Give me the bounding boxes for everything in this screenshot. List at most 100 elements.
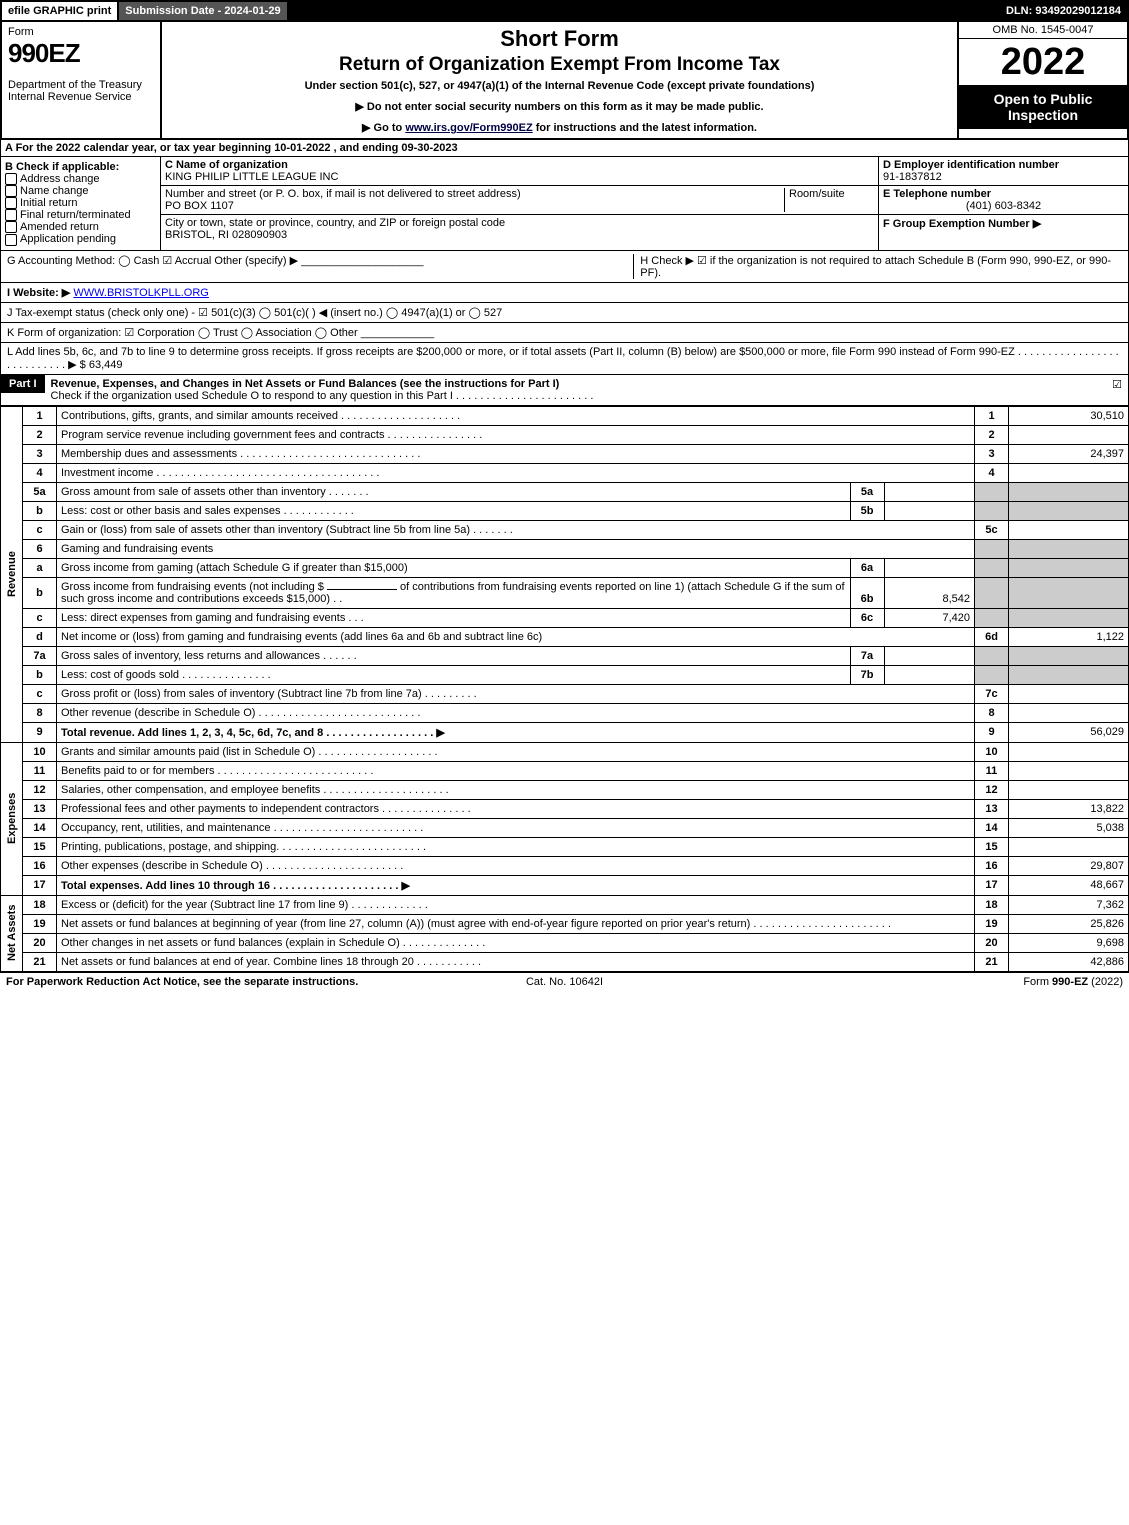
expenses-label: Expenses — [1, 742, 23, 895]
line-19-val: 25,826 — [1009, 914, 1129, 933]
line-10-text: Grants and similar amounts paid (list in… — [57, 742, 975, 761]
line-2-val — [1009, 425, 1129, 444]
line-5b: b Less: cost or other basis and sales ex… — [1, 501, 1129, 520]
l-val: 63,449 — [89, 359, 123, 371]
form-title-1: Short Form — [170, 26, 949, 52]
line-16: 16Other expenses (describe in Schedule O… — [1, 856, 1129, 875]
section-k: K Form of organization: ☑ Corporation ◯ … — [0, 323, 1129, 343]
line-21-num: 21 — [975, 952, 1009, 971]
line-17: 17Total expenses. Add lines 10 through 1… — [1, 875, 1129, 895]
line-14-num: 14 — [975, 818, 1009, 837]
lines-table: Revenue 1 Contributions, gifts, grants, … — [0, 406, 1129, 972]
chk-initial-return[interactable] — [5, 197, 17, 209]
section-g: G Accounting Method: ◯ Cash ☑ Accrual Ot… — [7, 254, 633, 279]
line-11-val — [1009, 761, 1129, 780]
line-5a-outer-val — [1009, 482, 1129, 501]
line-7a-val — [884, 647, 974, 665]
line-3-val: 24,397 — [1009, 444, 1129, 463]
line-1-val: 30,510 — [1009, 406, 1129, 425]
d-val: 91-1837812 — [883, 171, 942, 183]
part-i-check-lbl: Check if the organization used Schedule … — [51, 390, 594, 402]
line-11-num: 11 — [975, 761, 1009, 780]
line-7a: 7a Gross sales of inventory, less return… — [1, 646, 1129, 665]
opt-initial-return: Initial return — [20, 197, 77, 209]
chk-application-pending[interactable] — [5, 234, 17, 246]
line-6c: c Less: direct expenses from gaming and … — [1, 608, 1129, 627]
website-link[interactable]: WWW.BRISTOLKPLL.ORG — [73, 287, 209, 299]
line-7b-text: Less: cost of goods sold . . . . . . . .… — [57, 666, 850, 684]
line-5a-num: 5a — [850, 483, 884, 501]
line-4-val — [1009, 463, 1129, 482]
c-street-lbl: Number and street (or P. O. box, if mail… — [165, 188, 521, 200]
e-val: (401) 603-8342 — [883, 200, 1124, 212]
revenue-label: Revenue — [1, 406, 23, 742]
open-public-badge: Open to Public Inspection — [959, 85, 1127, 129]
line-1: Revenue 1 Contributions, gifts, grants, … — [1, 406, 1129, 425]
line-5c-val — [1009, 520, 1129, 539]
topbar-spacer — [289, 2, 998, 20]
line-1-num: 1 — [975, 406, 1009, 425]
section-i: I Website: ▶ WWW.BRISTOLKPLL.ORG — [0, 283, 1129, 303]
line-7c: cGross profit or (loss) from sales of in… — [1, 684, 1129, 703]
line-6a: a Gross income from gaming (attach Sched… — [1, 558, 1129, 577]
line-12-text: Salaries, other compensation, and employ… — [57, 780, 975, 799]
line-8-num: 8 — [975, 703, 1009, 722]
line-10-num: 10 — [975, 742, 1009, 761]
line-9-val: 56,029 — [1009, 722, 1129, 742]
form-word: Form — [8, 26, 154, 38]
chk-name-change[interactable] — [5, 185, 17, 197]
line-5c-text: Gain or (loss) from sale of assets other… — [57, 520, 975, 539]
line-6a-val — [884, 559, 974, 577]
opt-final-return: Final return/terminated — [20, 209, 131, 221]
line-15-num: 15 — [975, 837, 1009, 856]
opt-application-pending: Application pending — [20, 233, 116, 245]
line-4: 4Investment income . . . . . . . . . . .… — [1, 463, 1129, 482]
c-room-lbl: Room/suite — [789, 188, 845, 200]
line-6d-num: 6d — [975, 627, 1009, 646]
line-5c-num: 5c — [975, 520, 1009, 539]
line-13-num: 13 — [975, 799, 1009, 818]
line-18: Net Assets 18Excess or (deficit) for the… — [1, 895, 1129, 914]
c-city: BRISTOL, RI 028090903 — [165, 229, 287, 241]
line-14: 14Occupancy, rent, utilities, and mainte… — [1, 818, 1129, 837]
line-12-num: 12 — [975, 780, 1009, 799]
irs-link[interactable]: www.irs.gov/Form990EZ — [405, 122, 532, 134]
section-a: A For the 2022 calendar year, or tax yea… — [0, 140, 1129, 157]
line-13-text: Professional fees and other payments to … — [57, 799, 975, 818]
section-def: D Employer identification number 91-1837… — [878, 157, 1128, 250]
section-l: L Add lines 5b, 6c, and 7b to line 9 to … — [0, 343, 1129, 375]
line-11: 11Benefits paid to or for members . . . … — [1, 761, 1129, 780]
line-5b-num: 5b — [850, 502, 884, 520]
line-13-val: 13,822 — [1009, 799, 1129, 818]
chk-amended-return[interactable] — [5, 221, 17, 233]
line-7a-num: 7a — [850, 647, 884, 665]
row-gh: G Accounting Method: ◯ Cash ☑ Accrual Ot… — [0, 251, 1129, 283]
line-14-val: 5,038 — [1009, 818, 1129, 837]
line-20-text: Other changes in net assets or fund bala… — [57, 933, 975, 952]
line-16-val: 29,807 — [1009, 856, 1129, 875]
line-5a-outer-num — [975, 482, 1009, 501]
line-2: 2Program service revenue including gover… — [1, 425, 1129, 444]
line-3-num: 3 — [975, 444, 1009, 463]
line-5b-val — [884, 502, 974, 520]
submission-date-button[interactable]: Submission Date - 2024-01-29 — [119, 2, 286, 20]
line-18-num: 18 — [975, 895, 1009, 914]
line-6a-text: Gross income from gaming (attach Schedul… — [57, 559, 850, 577]
line-9: 9Total revenue. Add lines 1, 2, 3, 4, 5c… — [1, 722, 1129, 742]
line-6b-num: 6b — [850, 578, 884, 608]
line-7c-val — [1009, 684, 1129, 703]
section-b: B Check if applicable: Address change Na… — [1, 157, 161, 250]
note-link-pre: ▶ Go to — [362, 122, 405, 134]
chk-final-return[interactable] — [5, 209, 17, 221]
chk-address-change[interactable] — [5, 173, 17, 185]
line-16-text: Other expenses (describe in Schedule O) … — [57, 856, 975, 875]
part-i-check[interactable]: ☑ — [1106, 375, 1128, 394]
line-5a-text: Gross amount from sale of assets other t… — [57, 483, 850, 501]
line-10: Expenses 10Grants and similar amounts pa… — [1, 742, 1129, 761]
line-9-text: Total revenue. Add lines 1, 2, 3, 4, 5c,… — [57, 722, 975, 742]
page-footer: For Paperwork Reduction Act Notice, see … — [0, 972, 1129, 991]
line-7b-num: 7b — [850, 666, 884, 684]
efile-print-button[interactable]: efile GRAPHIC print — [2, 2, 117, 20]
header-block: B Check if applicable: Address change Na… — [0, 157, 1129, 251]
line-7a-text: Gross sales of inventory, less returns a… — [57, 647, 850, 665]
